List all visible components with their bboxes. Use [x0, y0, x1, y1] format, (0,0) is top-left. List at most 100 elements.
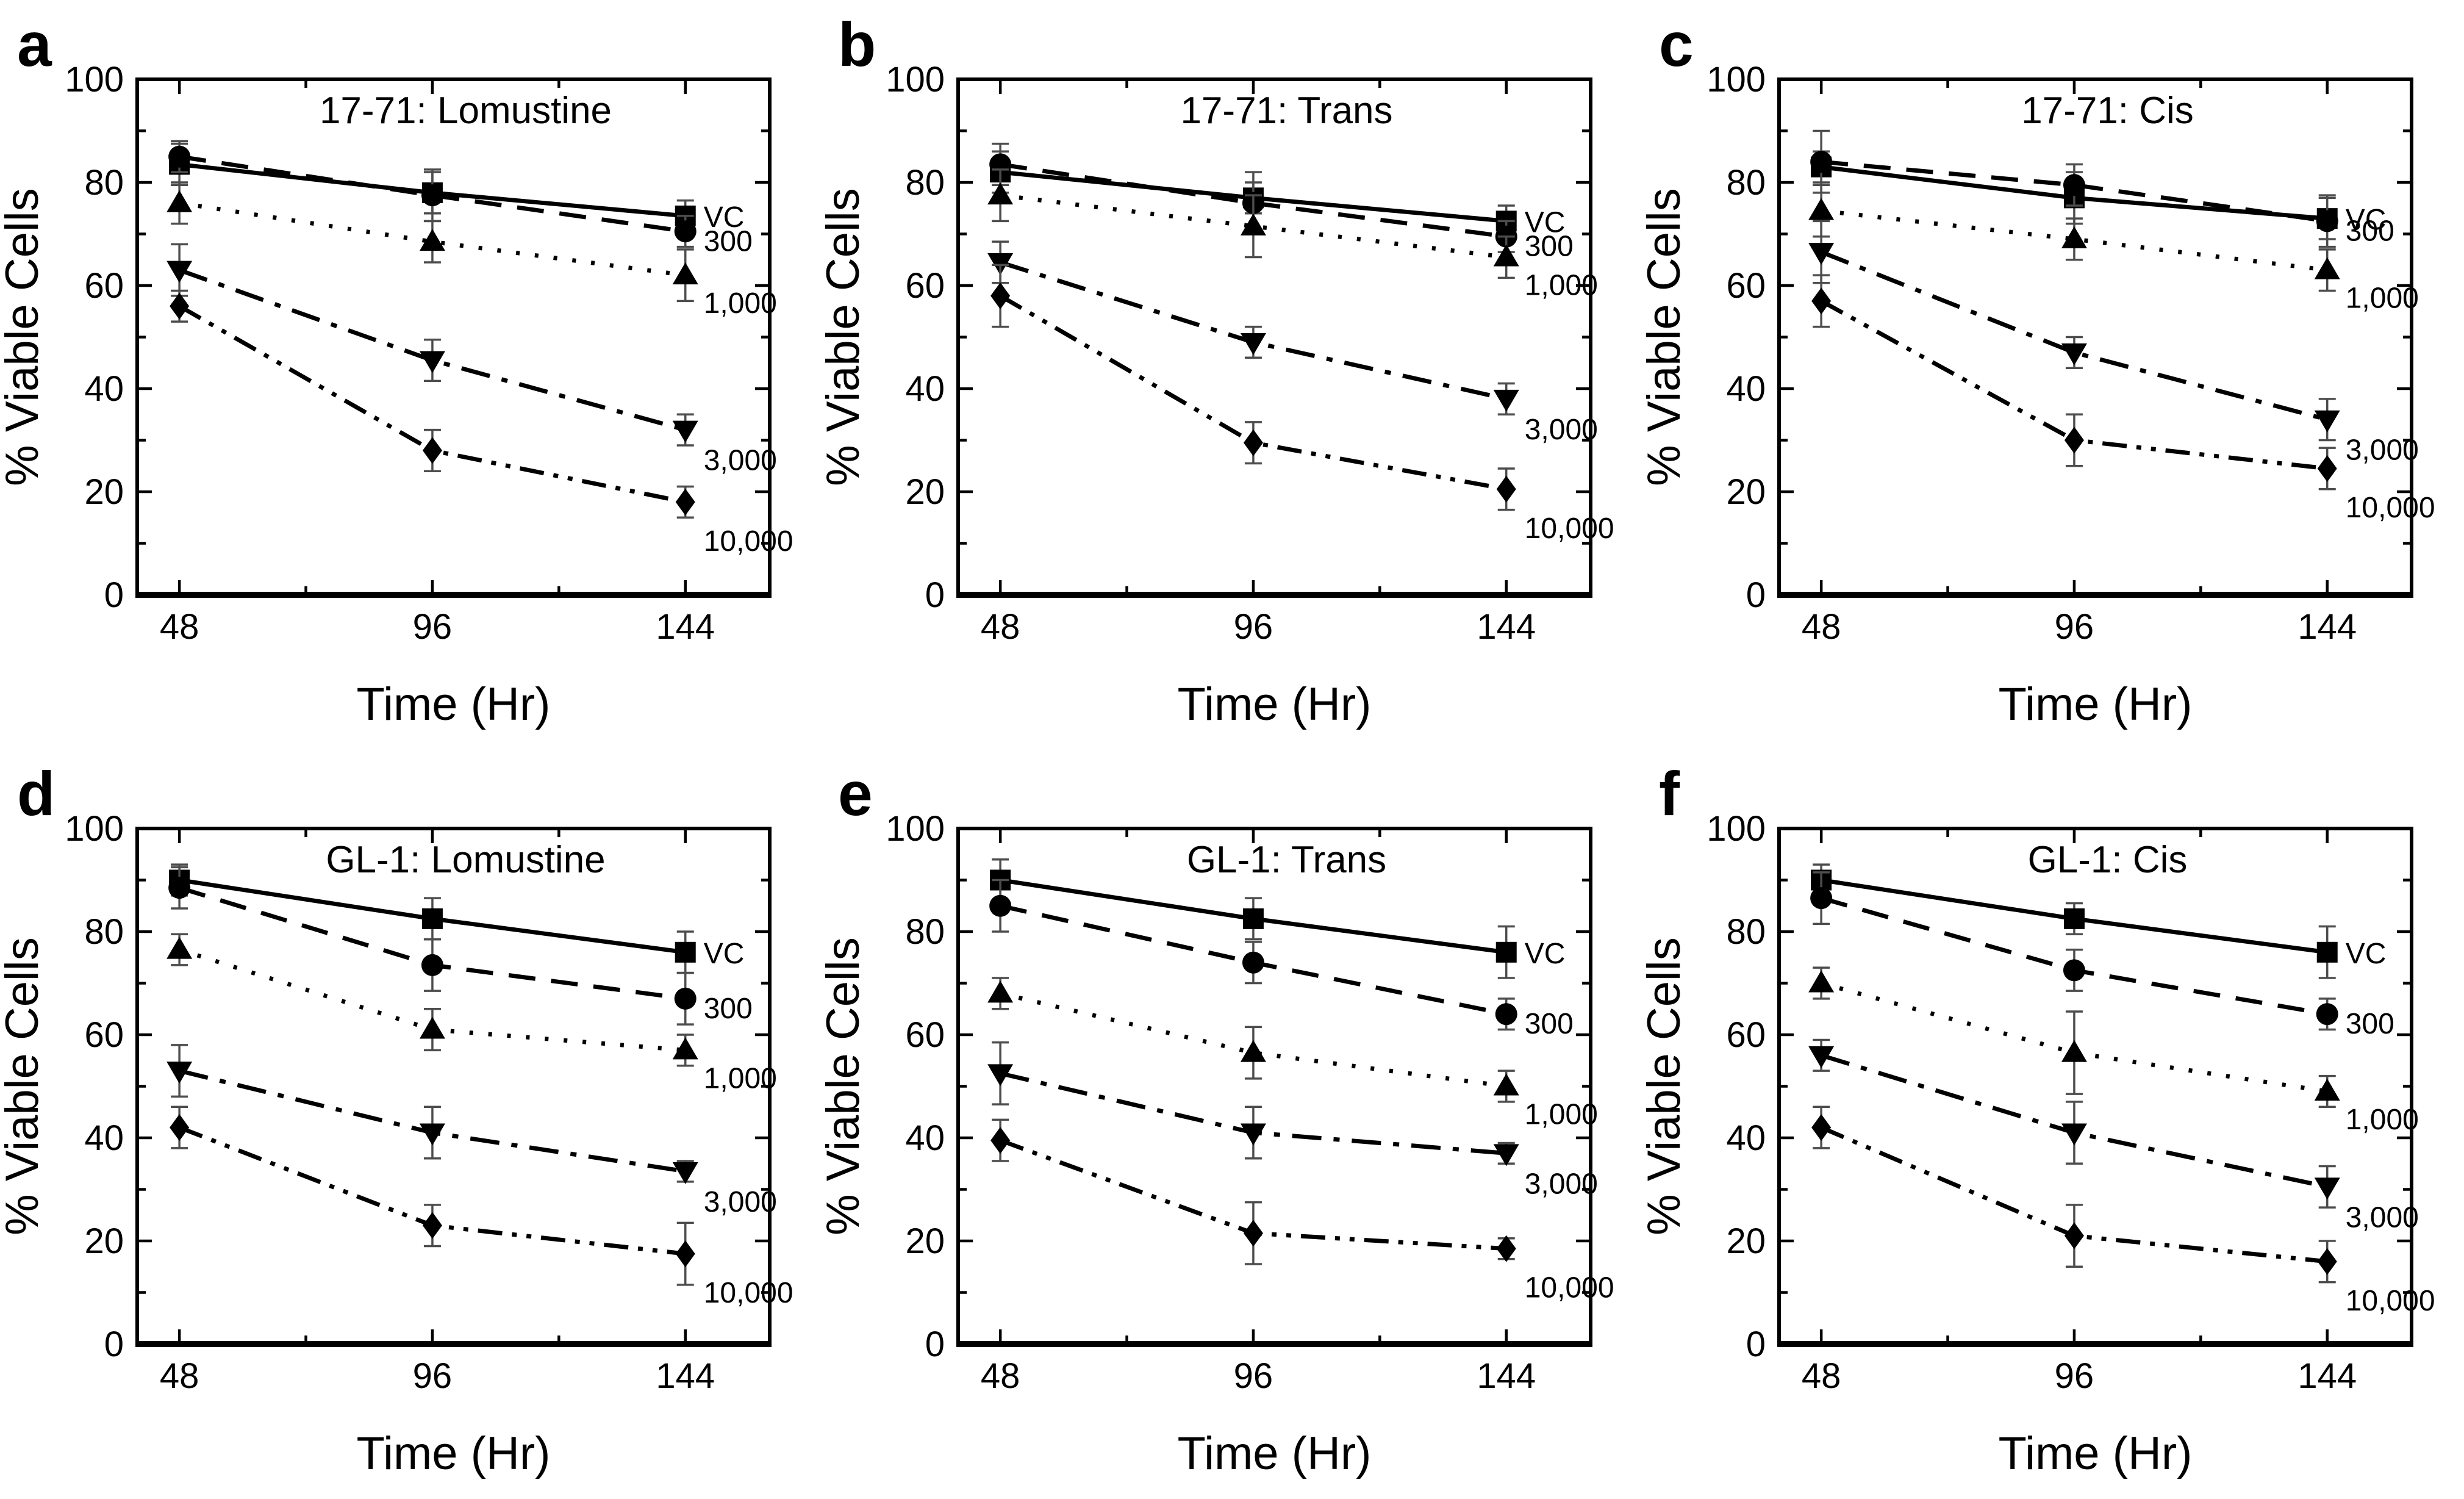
- axis-ticks: [1779, 827, 2412, 1346]
- plot-frame: [1777, 77, 2413, 598]
- x-tick-label: 96: [2055, 607, 2094, 647]
- y-tick-label: 80: [1726, 912, 1766, 952]
- axis-ticks: [1779, 77, 2412, 597]
- series-label: 300: [1525, 231, 1574, 263]
- x-tick-label: 144: [2297, 1356, 2357, 1396]
- y-tick-label: 20: [905, 472, 945, 512]
- x-tick-label: 48: [981, 607, 1020, 647]
- y-tick-label: 60: [1726, 266, 1766, 306]
- series-1000: 1,000: [167, 181, 777, 320]
- error-bars: [992, 264, 1515, 511]
- diamond-marker: [1496, 1235, 1516, 1262]
- circle-marker: [421, 954, 443, 976]
- series-label: 10,000: [2346, 492, 2435, 524]
- square-marker: [675, 941, 696, 963]
- chart-17-71-cis: c 0 20 40 60 80 100 48 96 144 17-71: Cis Time (Hr)%…: [1642, 10, 2435, 730]
- series-1000: 1,000: [1808, 966, 2419, 1136]
- series-10000: 10,000: [170, 289, 793, 558]
- triangle-up-marker: [1493, 1073, 1519, 1096]
- axis-ticks: [137, 827, 770, 1346]
- x-axis-title: Time (Hr): [1178, 678, 1372, 730]
- plot-box: [956, 77, 1592, 597]
- triangle-up-marker: [2061, 226, 2087, 248]
- circle-marker: [1242, 951, 1264, 974]
- diamond-marker: [2317, 455, 2337, 482]
- y-tick-label: 0: [104, 575, 124, 615]
- series-300: 300: [168, 140, 753, 257]
- triangle-up-marker: [987, 182, 1014, 205]
- y-axis-title: % Viable Cells: [0, 188, 48, 486]
- series-300: 300: [1810, 129, 2394, 248]
- y-tick-label: 20: [84, 1221, 124, 1261]
- diamond-marker: [675, 488, 695, 516]
- triangle-down-marker: [2314, 410, 2340, 433]
- series-label: VC: [704, 938, 745, 970]
- series-label: 10,000: [1525, 512, 1614, 545]
- diamond-marker: [2064, 1222, 2084, 1249]
- panel-f: f 0 20 40 60 80 100 48 96 144 GL-1: Cis Time (Hr) % …: [1642, 749, 2463, 1498]
- x-tick-label: 144: [656, 607, 715, 647]
- y-tick-label: 100: [65, 809, 124, 849]
- panel-a: a 0 20 40 60 80 100 48 96 144 17-71: Lomustine Time…: [0, 0, 821, 749]
- diamond-marker: [422, 1212, 442, 1239]
- circle-marker: [2316, 210, 2338, 232]
- series-300: 300: [1810, 871, 2394, 1040]
- series-300: 300: [168, 866, 753, 1026]
- series-label: 3,000: [1525, 1168, 1598, 1200]
- y-axis-title: % Viable Cells: [1642, 188, 1690, 486]
- triangle-down-marker: [1808, 243, 1835, 265]
- diamond-marker: [422, 437, 442, 464]
- plot-box: [1777, 77, 2413, 597]
- triangle-down-marker: [1493, 389, 1519, 412]
- error-bars: [1813, 274, 2336, 491]
- triangle-down-marker: [672, 420, 698, 443]
- series-1000: 1,000: [987, 168, 1598, 302]
- triangle-down-marker: [419, 351, 445, 373]
- series-label: 1,000: [704, 287, 777, 320]
- triangle-down-marker: [2314, 1177, 2340, 1200]
- panel-letter: d: [17, 759, 55, 829]
- error-bars: [992, 977, 1515, 1103]
- plot-box: [1777, 827, 2413, 1346]
- triangle-down-marker: [1240, 333, 1266, 355]
- circle-marker: [2316, 1003, 2338, 1026]
- x-tick-label: 96: [2055, 1356, 2094, 1396]
- axis-ticks: [958, 77, 1591, 597]
- series-label: 300: [1525, 1008, 1574, 1040]
- series-vc: VC: [169, 142, 744, 234]
- series-label: 1,000: [2346, 282, 2419, 315]
- x-tick-label: 48: [981, 1356, 1020, 1396]
- series-label: 10,000: [1525, 1272, 1614, 1304]
- error-bars: [171, 289, 694, 519]
- triangle-down-marker: [1808, 1046, 1835, 1068]
- panel-letter: a: [17, 10, 52, 79]
- series-1000: 1,000: [1808, 184, 2419, 315]
- y-tick-label: 0: [925, 1325, 945, 1364]
- triangle-down-marker: [987, 1064, 1014, 1087]
- series-label: 300: [704, 993, 753, 1025]
- triangle-up-marker: [1240, 1040, 1266, 1062]
- x-axis-title: Time (Hr): [357, 1428, 551, 1479]
- triangle-up-marker: [2314, 1078, 2340, 1101]
- x-tick-label: 144: [2297, 607, 2357, 647]
- x-axis-title: Time (Hr): [1178, 1428, 1372, 1479]
- x-tick-label: 48: [160, 1356, 199, 1396]
- x-axis-title: Time (Hr): [357, 678, 551, 730]
- series-3000: 3,000: [167, 243, 777, 477]
- panel-d: d 0 20 40 60 80 100 48 96 144 GL-1: Lomustine Time …: [0, 749, 821, 1498]
- series-10000: 10,000: [990, 1118, 1614, 1304]
- series-3000: 3,000: [987, 240, 1598, 446]
- series-line: [178, 304, 686, 505]
- series-line: [1820, 250, 2328, 422]
- circle-marker: [1495, 1003, 1517, 1026]
- x-axis-title: Time (Hr): [1999, 678, 2193, 730]
- series-label: 10,000: [704, 1277, 793, 1309]
- plot-frame: [956, 827, 1592, 1347]
- series-label: 3,000: [2346, 1201, 2419, 1234]
- panel-b: b 0 20 40 60 80 100 48 96 144 17-71: Trans Time (Hr…: [821, 0, 1642, 749]
- y-tick-label: 40: [905, 1118, 945, 1158]
- axis-ticks: [137, 77, 770, 597]
- y-tick-label: 20: [84, 472, 124, 512]
- panel-title: GL-1: Cis: [2028, 839, 2188, 881]
- triangle-up-marker: [2061, 1040, 2087, 1062]
